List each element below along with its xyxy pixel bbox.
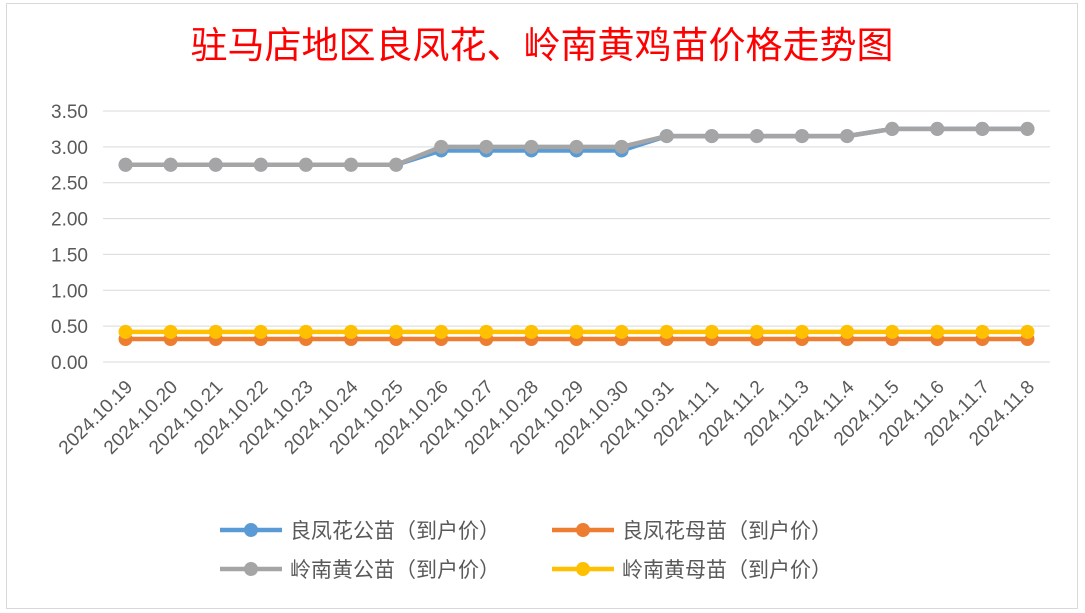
data-point xyxy=(479,324,494,339)
legend-item: 岭南黄公苗（到户价） xyxy=(220,558,500,582)
data-point xyxy=(885,324,900,339)
data-point xyxy=(208,157,223,172)
data-point xyxy=(840,129,855,144)
series-3 xyxy=(118,121,1035,172)
y-tick-label: 1.00 xyxy=(51,281,88,302)
data-point xyxy=(569,139,584,154)
y-tick-label: 0.00 xyxy=(51,353,88,374)
y-tick-label: 2.00 xyxy=(51,210,88,231)
data-point xyxy=(930,324,945,339)
data-point xyxy=(1020,324,1035,339)
data-point xyxy=(434,324,449,339)
data-point xyxy=(749,324,764,339)
data-point xyxy=(524,324,539,339)
legend-item: 岭南黄母苗（到户价） xyxy=(552,558,832,582)
data-point xyxy=(163,324,178,339)
legend-item: 良凤花公苗（到户价） xyxy=(220,519,500,543)
legend-label: 岭南黄母苗（到户价） xyxy=(622,558,832,582)
data-point xyxy=(208,324,223,339)
data-point xyxy=(975,121,990,136)
y-tick-label: 3.00 xyxy=(51,138,88,159)
data-point xyxy=(118,157,133,172)
data-point xyxy=(659,129,674,144)
x-axis: 2024.10.192024.10.202024.10.212024.10.22… xyxy=(55,376,1039,458)
legend: 良凤花公苗（到户价） 良凤花母苗（到户价） 岭南黄公苗（到户价） 岭南黄母苗（到户价） xyxy=(220,519,832,582)
data-point xyxy=(389,157,404,172)
data-point xyxy=(298,157,313,172)
legend-swatch-marker xyxy=(244,562,258,576)
data-point xyxy=(794,129,809,144)
data-point xyxy=(118,324,133,339)
data-point xyxy=(434,139,449,154)
data-point xyxy=(344,157,359,172)
data-point xyxy=(885,121,900,136)
data-point xyxy=(298,324,313,339)
data-point xyxy=(614,139,629,154)
legend-swatch-marker xyxy=(576,523,590,537)
legend-label: 良凤花母苗（到户价） xyxy=(622,519,832,543)
y-tick-label: 0.50 xyxy=(51,317,88,338)
data-point xyxy=(1020,121,1035,136)
chart-area xyxy=(6,3,1078,609)
data-point xyxy=(704,129,719,144)
data-point xyxy=(794,324,809,339)
data-point xyxy=(659,324,674,339)
legend-swatch-marker xyxy=(576,562,590,576)
data-point xyxy=(253,157,268,172)
legend-label: 岭南黄公苗（到户价） xyxy=(290,558,500,582)
y-tick-label: 1.50 xyxy=(51,245,88,266)
chart-title: 驻马店地区良凤花、岭南黄鸡苗价格走势图 xyxy=(191,24,894,67)
data-point xyxy=(704,324,719,339)
legend-item: 良凤花母苗（到户价） xyxy=(552,519,832,543)
data-point xyxy=(975,324,990,339)
data-point xyxy=(614,324,629,339)
data-point xyxy=(163,157,178,172)
legend-swatch-marker xyxy=(244,523,258,537)
legend-label: 良凤花公苗（到户价） xyxy=(290,519,500,543)
series-4 xyxy=(118,324,1035,339)
data-point xyxy=(253,324,268,339)
data-point xyxy=(749,129,764,144)
data-point xyxy=(569,324,584,339)
data-point xyxy=(930,121,945,136)
data-point xyxy=(840,324,855,339)
y-axis: 0.00 0.50 1.00 1.50 2.00 2.50 3.00 3.50 xyxy=(51,102,88,374)
plot-series xyxy=(118,121,1035,347)
data-point xyxy=(344,324,359,339)
data-point xyxy=(389,324,404,339)
y-tick-label: 2.50 xyxy=(51,174,88,195)
data-point xyxy=(479,139,494,154)
data-point xyxy=(524,139,539,154)
y-tick-label: 3.50 xyxy=(51,102,88,123)
